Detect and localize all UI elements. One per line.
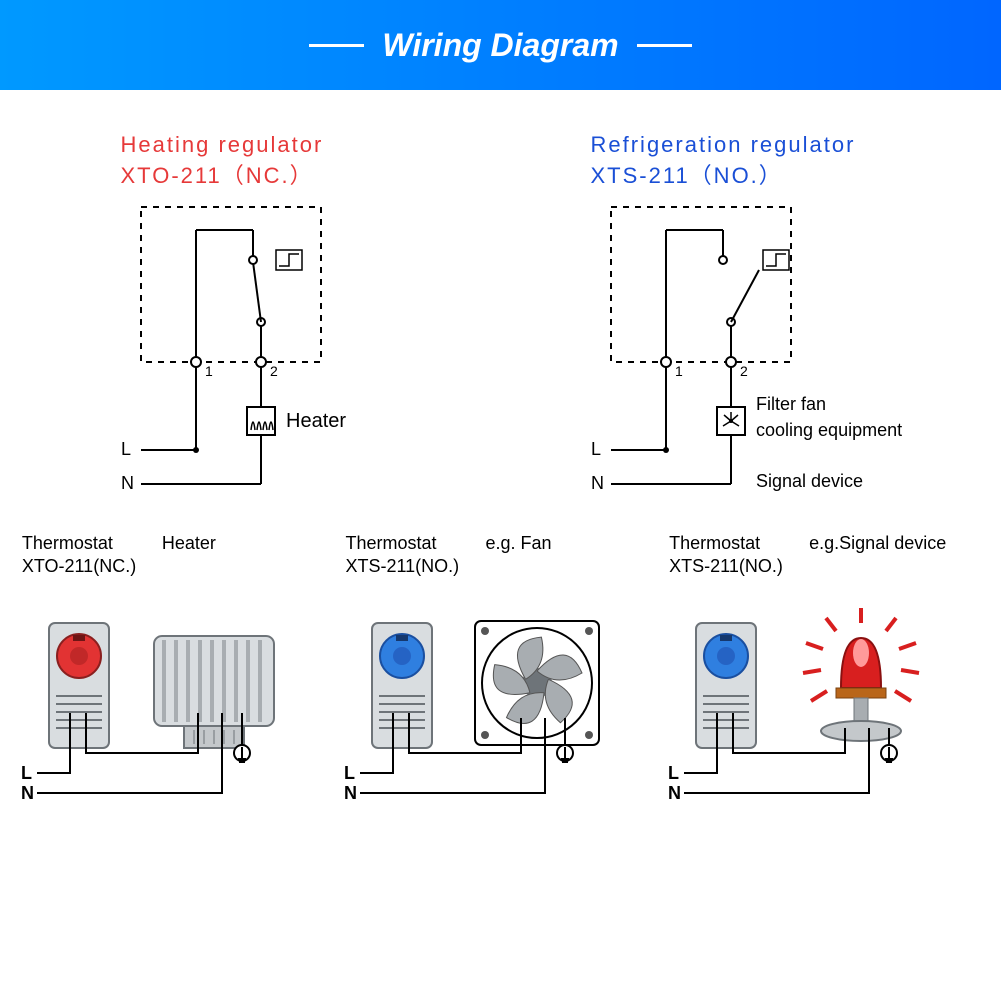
- l-label: L: [121, 439, 131, 459]
- n-label: N: [22, 783, 34, 803]
- n-label: N: [345, 783, 357, 803]
- l-label: L: [591, 439, 601, 459]
- wiring-svg: L N: [22, 578, 332, 818]
- n-label: N: [669, 783, 681, 803]
- n-label: N: [121, 473, 134, 493]
- terminal2-label: 2: [270, 363, 278, 379]
- schematic-svg-cooling: 1 2: [571, 192, 951, 512]
- l-label: L: [669, 763, 679, 783]
- header-title: Wiring Diagram: [382, 27, 618, 64]
- svg-text:2: 2: [740, 363, 748, 379]
- extra-label-2: Signal device: [756, 471, 863, 491]
- sch-title-l2: XTS-211（NO.）: [591, 163, 783, 188]
- schematic-title-heating: Heating regulator XTO-211（NC.）: [121, 130, 431, 192]
- sch-title-l1: Heating regulator: [121, 132, 324, 157]
- device-label: e.g. Fan: [485, 532, 655, 579]
- n-label: N: [591, 473, 604, 493]
- sch-title-l2: XTO-211（NC.）: [121, 163, 314, 188]
- schematic-cooling: Refrigeration regulator XTS-211（NO.） 1 2: [571, 130, 901, 512]
- schematic-heating: Heating regulator XTO-211（NC.） 1 2: [101, 130, 431, 512]
- extra-label-1: cooling equipment: [756, 420, 902, 440]
- thermo-label: Thermostat XTO-211(NC.): [22, 532, 162, 579]
- wiring-examples-row: Thermostat XTO-211(NC.) Heater: [0, 512, 1001, 754]
- dash-right: [637, 44, 692, 47]
- load-label-heater: Heater: [286, 410, 346, 432]
- schematic-svg-heating: 1 2 Heater: [101, 192, 431, 512]
- thermo-label: Thermostat XTS-211(NO.): [345, 532, 485, 579]
- extra-label-0: Filter fan: [756, 394, 826, 414]
- content-area: Heating regulator XTO-211（NC.） 1 2: [0, 90, 1001, 753]
- thermo-label: Thermostat XTS-211(NO.): [669, 532, 809, 579]
- l-label: L: [22, 763, 32, 783]
- unit-signal: Thermostat XTS-211(NO.) e.g.Signal devic…: [669, 532, 979, 754]
- wiring-svg: L N: [345, 578, 655, 818]
- unit-fan: Thermostat XTS-211(NO.) e.g. Fan: [345, 532, 655, 754]
- device-label: Heater: [162, 532, 332, 579]
- schematic-row: Heating regulator XTO-211（NC.） 1 2: [0, 90, 1001, 512]
- header-banner: Wiring Diagram: [0, 0, 1001, 90]
- l-label: L: [345, 763, 355, 783]
- wiring-svg: L N: [669, 578, 979, 818]
- sch-title-l1: Refrigeration regulator: [591, 132, 856, 157]
- terminal1-label: 1: [205, 363, 213, 379]
- svg-text:1: 1: [675, 363, 683, 379]
- device-label: e.g.Signal device: [809, 532, 979, 579]
- dash-left: [309, 44, 364, 47]
- unit-heater: Thermostat XTO-211(NC.) Heater: [22, 532, 332, 754]
- schematic-title-cooling: Refrigeration regulator XTS-211（NO.）: [591, 130, 901, 192]
